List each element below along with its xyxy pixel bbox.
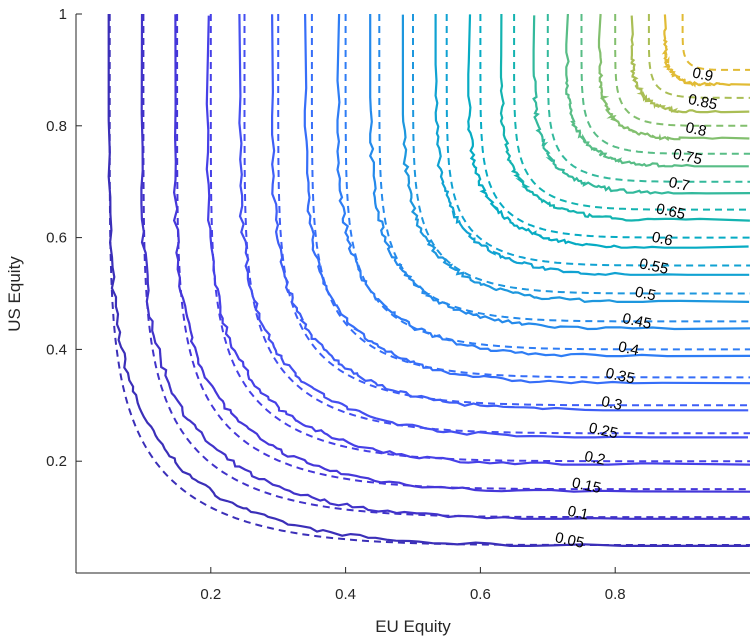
- empirical-contour-line: [401, 14, 750, 304]
- model-contour-line: [310, 14, 750, 379]
- contour-level-label: 0.1: [566, 503, 590, 524]
- model-contour-line: [108, 14, 750, 546]
- contour-level-label: 0.15: [570, 474, 602, 497]
- contour-level-label: 0.2: [583, 448, 607, 469]
- empirical-contour-line: [661, 14, 750, 88]
- y-tick-label: 1: [59, 6, 67, 23]
- contour-level-label: 0.85: [687, 91, 719, 114]
- contour-level-label: 0.7: [667, 174, 691, 195]
- model-contour-line: [647, 14, 750, 99]
- contour-level-label: 0.9: [691, 64, 715, 85]
- x-tick-label: 0.8: [605, 586, 626, 603]
- contour-level-label: 0.5: [633, 284, 657, 305]
- contour-level-label: 0.55: [638, 255, 670, 278]
- model-contour-line: [176, 14, 750, 491]
- empirical-contour-line: [368, 14, 750, 331]
- x-tick-label: 0.6: [470, 586, 491, 603]
- empirical-contour-line: [303, 13, 750, 385]
- empirical-contour-line: [434, 14, 750, 276]
- contour-level-label: 0.65: [655, 200, 687, 223]
- contour-level-label: 0.8: [684, 119, 708, 140]
- x-tick-label: 0.4: [335, 586, 356, 603]
- y-tick-label: 0.4: [46, 341, 67, 358]
- empirical-contour-line: [336, 13, 750, 358]
- empirical-contours: [107, 13, 750, 547]
- y-axis-label: US Equity: [5, 256, 24, 332]
- empirical-contour-line: [629, 15, 750, 114]
- model-contour-line: [277, 14, 750, 407]
- model-contour-line: [142, 14, 750, 519]
- empirical-contour-line: [565, 13, 749, 168]
- contour-level-label: 0.4: [617, 338, 641, 359]
- contour-level-label: 0.35: [604, 365, 636, 388]
- model-contours: [108, 14, 750, 546]
- contour-level-label: 0.75: [672, 146, 704, 169]
- model-contour-line: [546, 14, 750, 183]
- y-tick-label: 0.2: [46, 453, 67, 470]
- contour-level-label: 0.45: [621, 310, 653, 333]
- contour-labels: 0.05 0.1 0.15 0.2 0.25 0.3 0.35 0.4 0.45 0.5 0.55 0…: [554, 64, 719, 551]
- x-axis-label: EU Equity: [375, 617, 451, 636]
- empirical-contour-line: [271, 14, 749, 412]
- model-contour-line: [580, 14, 750, 155]
- contour-level-label: 0.25: [587, 420, 619, 443]
- y-tick-label: 0.6: [46, 230, 67, 247]
- model-contour-line: [479, 14, 750, 239]
- x-tick-label: 0.2: [200, 586, 221, 603]
- empirical-contour-line: [172, 14, 750, 493]
- model-contour-line: [378, 14, 750, 323]
- model-contour-line: [243, 14, 750, 435]
- model-contour-line: [209, 14, 750, 463]
- model-contour-line: [445, 14, 750, 267]
- model-contour-line: [513, 14, 750, 211]
- empirical-contour-line: [467, 14, 749, 249]
- empirical-contour-line: [205, 15, 750, 466]
- model-contour-line: [412, 14, 750, 295]
- contour-level-label: 0.05: [554, 529, 586, 552]
- empirical-contour-line: [107, 14, 750, 547]
- empirical-contour-line: [532, 15, 750, 195]
- empirical-contour-line: [499, 13, 750, 222]
- contour-level-label: 0.3: [600, 393, 624, 414]
- contour-level-label: 0.6: [650, 229, 674, 250]
- y-tick-label: 0.8: [46, 118, 67, 135]
- axes: 0.2 0.4 0.6 0.8 0.2 0.4 0.6 0.8 1: [46, 6, 750, 603]
- model-contour-line: [681, 14, 750, 71]
- empirical-contour-line: [140, 13, 750, 520]
- empirical-contour-line: [238, 13, 748, 439]
- empirical-contour-line: [597, 13, 750, 142]
